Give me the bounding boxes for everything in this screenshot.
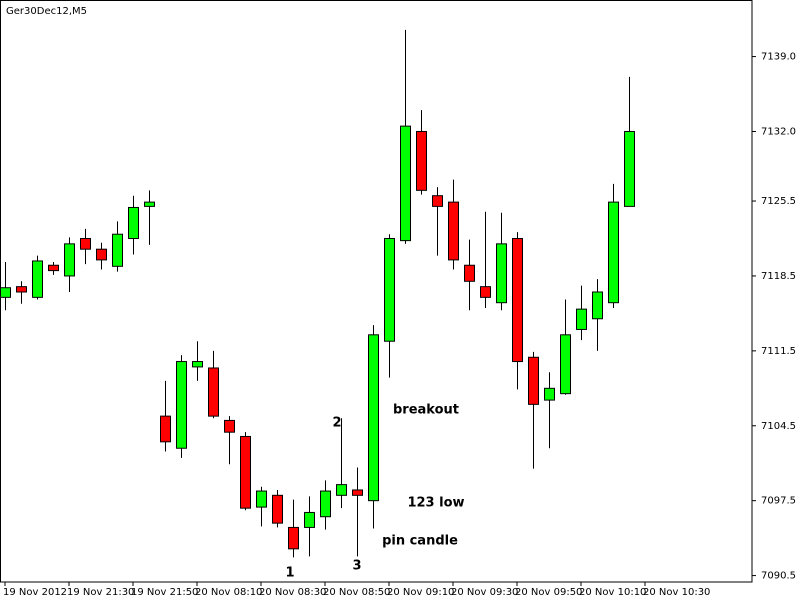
y-tick-label: 7090.5 [761, 571, 796, 582]
chart-title: Ger30Dec12,M5 [6, 6, 87, 17]
y-tick-label: 7118.5 [761, 271, 796, 282]
candle-body [240, 435, 251, 509]
candle-body [336, 484, 347, 496]
x-tick-label: 20 Nov 10:10 [579, 587, 646, 598]
candle-body [48, 264, 59, 272]
candle-body [288, 526, 299, 550]
candle-body [400, 125, 411, 242]
candle-body [384, 237, 395, 342]
candle-body [528, 356, 539, 405]
candle-body [592, 291, 603, 320]
annotation: 1 [285, 566, 294, 581]
annotation: 123 low [407, 496, 464, 511]
x-tick-label: 20 Nov 10:30 [643, 587, 710, 598]
x-tick-label: 20 Nov 09:30 [451, 587, 518, 598]
annotation: pin candle [382, 534, 458, 549]
candle-body [608, 201, 619, 304]
x-tick-label: 19 Nov 21:30 [67, 587, 134, 598]
candle-body [272, 494, 283, 524]
candle-body [544, 387, 555, 401]
y-tick-label: 7097.5 [761, 496, 796, 507]
candle-body [128, 206, 139, 239]
candle-body [496, 243, 507, 304]
candle-body [224, 419, 235, 433]
candle-body [560, 334, 571, 395]
candle-body [576, 308, 587, 330]
candle-body [304, 511, 315, 528]
candle-body [352, 489, 363, 496]
candle-body [192, 361, 203, 368]
y-tick-label: 7132.0 [761, 126, 796, 137]
candle-body [512, 237, 523, 363]
candle-body [448, 201, 459, 261]
candle-body [96, 248, 107, 261]
y-tick-label: 7125.5 [761, 196, 796, 207]
candle-body [368, 334, 379, 502]
x-tick-label: 20 Nov 09:10 [387, 587, 454, 598]
candle-body [80, 237, 91, 250]
candle-body [160, 415, 171, 443]
candle-body [416, 130, 427, 191]
candle-body [176, 361, 187, 449]
candle-body [480, 286, 491, 298]
candle-body [64, 243, 75, 277]
candle-body [256, 490, 267, 508]
candle-body [208, 367, 219, 417]
x-tick-label: 19 Nov 2012 [3, 587, 67, 598]
candle-body [144, 201, 155, 207]
x-tick-label: 20 Nov 08:30 [259, 587, 326, 598]
candle-body [112, 233, 123, 267]
candle-body [16, 286, 27, 293]
candle-body [32, 260, 43, 298]
y-tick-label: 7104.5 [761, 421, 796, 432]
y-tick-label: 7139.0 [761, 52, 796, 63]
x-tick-label: 20 Nov 08:10 [195, 587, 262, 598]
annotation: 2 [332, 416, 341, 431]
annotation: breakout [393, 403, 459, 418]
candle-body [432, 195, 443, 207]
candle-body [320, 490, 331, 518]
candle-body [0, 287, 11, 298]
x-tick-label: 19 Nov 21:50 [131, 587, 198, 598]
y-tick-label: 7111.5 [761, 346, 796, 357]
annotation: 3 [352, 559, 361, 574]
candle-body [464, 264, 475, 282]
candle-body [624, 130, 635, 207]
x-tick-label: 20 Nov 08:50 [323, 587, 390, 598]
x-tick-label: 20 Nov 09:50 [515, 587, 582, 598]
